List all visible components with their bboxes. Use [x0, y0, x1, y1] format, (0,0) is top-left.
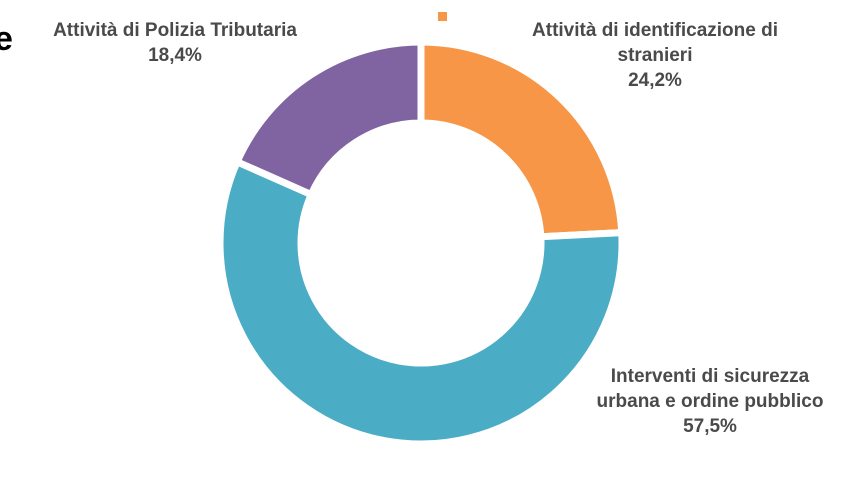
donut-slice [216, 157, 626, 448]
donut-slice [232, 38, 425, 200]
value-label: 57,5% [683, 416, 737, 437]
category-label: Attività di identificazione di stranieri [532, 20, 778, 66]
marker [438, 12, 447, 21]
donut-slice [417, 38, 626, 241]
value-label: 18,4% [148, 45, 202, 66]
value-label: 24,2% [628, 70, 682, 91]
category-label: Attività di Polizia Tributaria [53, 20, 297, 41]
chart-title: e [0, 20, 13, 58]
slice-label: Attività di Polizia Tributaria 18,4% [20, 18, 330, 68]
slice-label: Interventi di sicurezza urbana e ordine … [575, 364, 845, 439]
category-label: Interventi di sicurezza urbana e ordine … [596, 366, 824, 412]
slice-label: Attività di identificazione di stranieri… [470, 18, 840, 93]
